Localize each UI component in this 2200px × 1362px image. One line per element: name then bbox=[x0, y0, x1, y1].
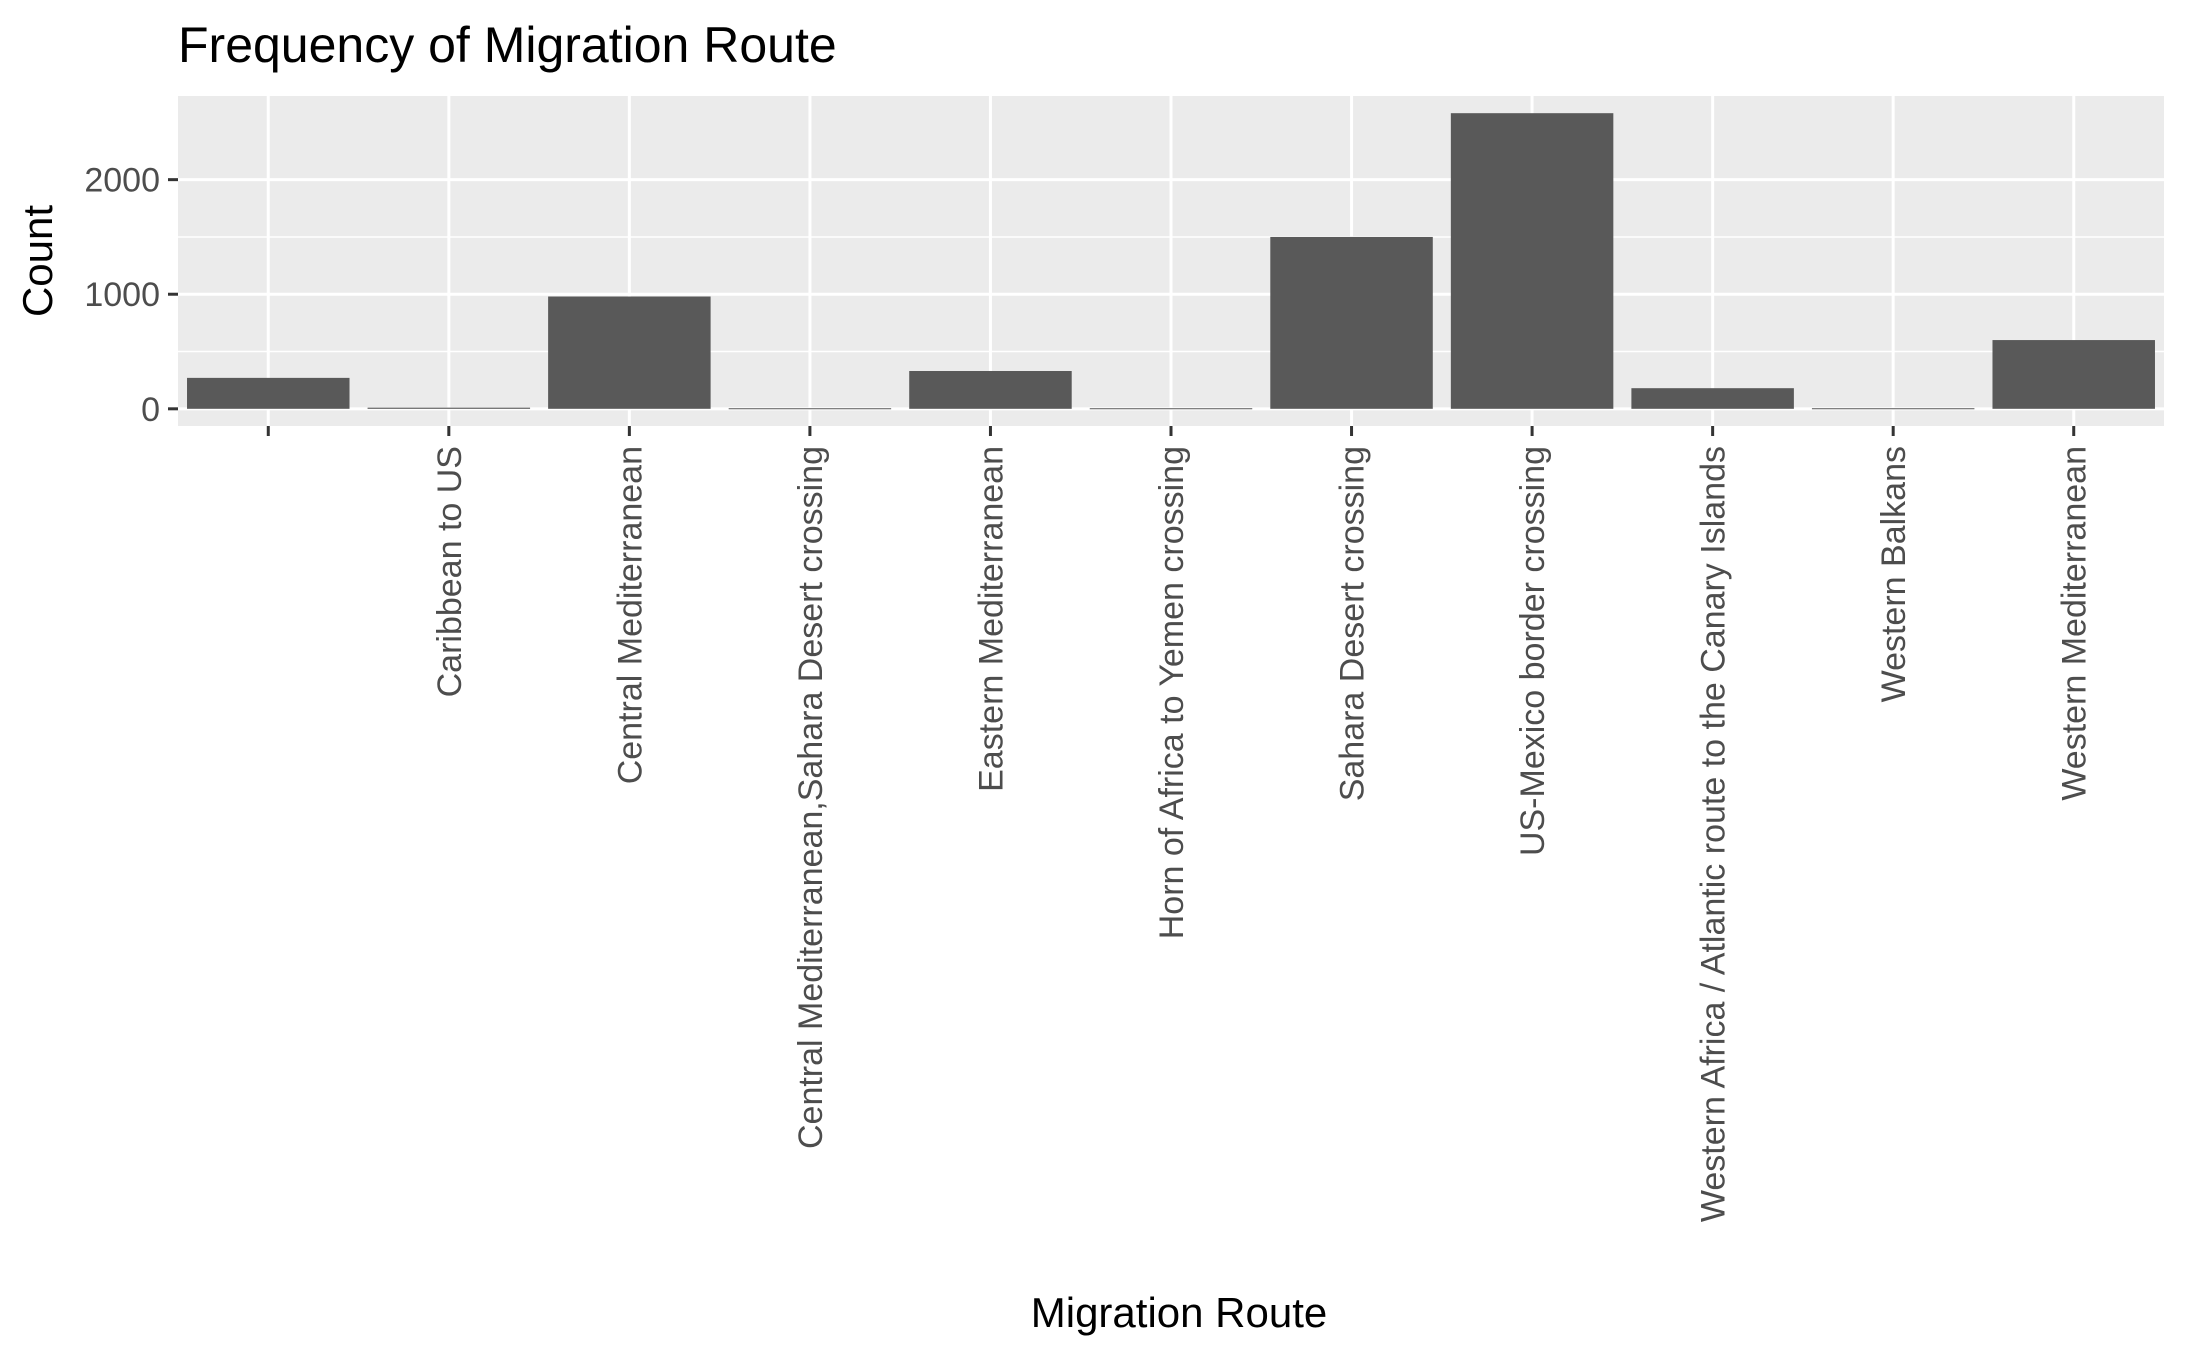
y-tick-label: 1000 bbox=[84, 276, 160, 314]
bar bbox=[1631, 388, 1794, 409]
x-tick-label: US-Mexico border crossing bbox=[1514, 446, 1552, 856]
x-tick-label: Eastern Mediterranean bbox=[972, 446, 1010, 792]
x-tick-label: Western Africa / Atlantic route to the C… bbox=[1695, 446, 1733, 1222]
bar bbox=[367, 407, 531, 409]
x-tick-label: Sahara Desert crossing bbox=[1334, 446, 1372, 801]
bar bbox=[1450, 113, 1614, 409]
bar bbox=[1811, 408, 1975, 410]
y-axis-title: Count bbox=[14, 205, 61, 317]
x-tick-label: Caribbean to US bbox=[431, 446, 469, 697]
bar bbox=[1270, 236, 1433, 409]
y-axis: 0 1000 2000 bbox=[84, 162, 178, 429]
bar bbox=[548, 296, 711, 409]
bar bbox=[728, 408, 892, 410]
x-axis: Caribbean to US Central Mediterranean Cent… bbox=[266, 426, 2094, 1222]
x-tick-label: Central Mediterranean,Sahara Desert cros… bbox=[792, 446, 830, 1149]
bar bbox=[909, 371, 1072, 409]
x-tick-label: Central Mediterranean bbox=[611, 446, 649, 784]
y-tick-label: 0 bbox=[141, 391, 160, 429]
x-tick-label: Western Mediterranean bbox=[2056, 446, 2094, 801]
bar bbox=[1992, 340, 2155, 409]
x-axis-title: Migration Route bbox=[1031, 1289, 1327, 1336]
y-tick-label: 2000 bbox=[84, 162, 160, 200]
x-tick-label: Western Balkans bbox=[1875, 446, 1913, 702]
chart-title: Frequency of Migration Route bbox=[178, 17, 837, 73]
x-tick-label: Horn of Africa to Yemen crossing bbox=[1153, 446, 1191, 939]
bars bbox=[187, 113, 2155, 410]
bar bbox=[187, 377, 350, 409]
bar bbox=[1089, 408, 1253, 410]
